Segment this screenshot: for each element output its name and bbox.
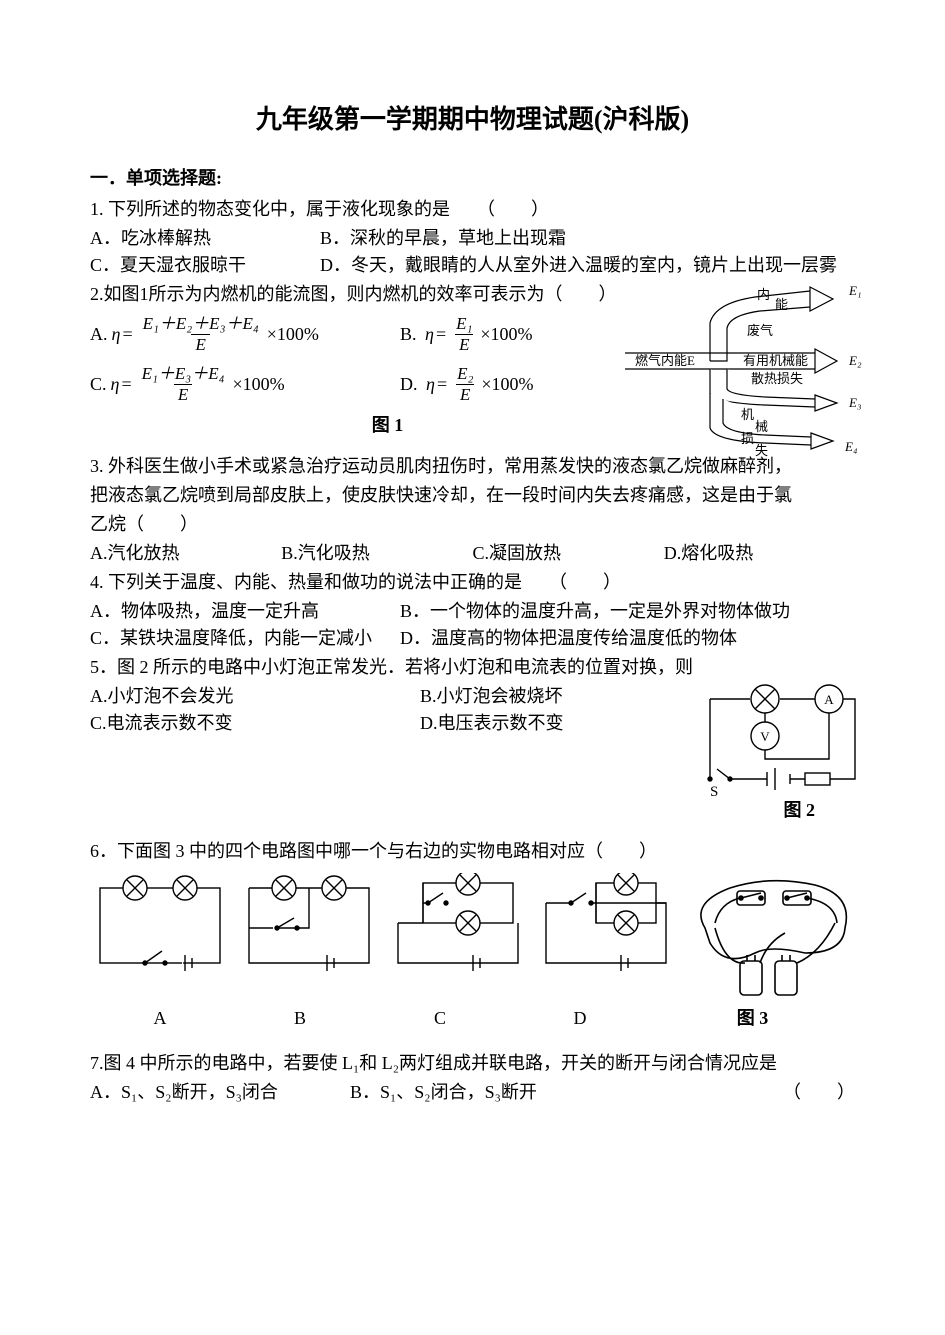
diagram-label-waste: 废气 <box>747 323 773 338</box>
q3-line2: 把液态氯乙烷喷到局部皮肤上，使皮肤快速冷却，在一段时间内失去疼痛感，这是由于氯 <box>90 482 855 509</box>
q4-stem: 4. 下列关于温度、内能、热量和做功的说法中正确的是 （ ） <box>90 569 855 596</box>
q7-stem: 7.图 4 中所示的电路中，若要使 L₁和 L₂两灯组成并联电路，开关的断开与闭… <box>90 1050 855 1077</box>
q2-opt-d-den: E <box>456 384 474 405</box>
q2-opt-a-tail: ×100% <box>267 321 319 348</box>
q1-opt-b: B．深秋的早晨，草地上出现霜 <box>320 225 740 252</box>
q2-opt-a-num: E₁＋E₂＋E₃＋E₄ <box>139 314 263 334</box>
diagram-e4: E₄ <box>844 439 858 454</box>
q2-opt-c-tail: ×100% <box>233 371 285 398</box>
diagram-label-mech1: 机 <box>741 407 754 422</box>
q1-opt-a: A．吃冰棒解热 <box>90 225 320 252</box>
diagram-e2: E₂ <box>848 353 862 368</box>
physical-circuit-icon <box>685 873 855 1003</box>
q2-opt-d-num: E₂ <box>453 364 477 384</box>
diagram-label-mech2: 械 <box>755 419 768 434</box>
diagram-label-loss2: 失 <box>755 443 768 458</box>
diagram-source-label: 燃气内能E <box>635 353 695 368</box>
diagram-label-loss1: 损 <box>741 431 754 446</box>
section-heading: 一．单项选择题: <box>90 165 855 192</box>
fig3-label: 图 3 <box>650 1005 855 1032</box>
diagram-e3: E₃ <box>848 395 861 410</box>
q3-opt-c: C.凝固放热 <box>473 540 664 567</box>
svg-text:A: A <box>824 692 834 707</box>
q3-opt-b: B.汽化吸热 <box>281 540 472 567</box>
q5-opt-b: B.小灯泡会被烧坏 <box>420 683 563 710</box>
q2-opt-c: C. η = E₁＋E₃＋E₄E ×100% <box>90 364 400 406</box>
q5-opt-a: A.小灯泡不会发光 <box>90 683 420 710</box>
q2-opt-d-tail: ×100% <box>481 371 533 398</box>
q4-opt-b: B．一个物体的温度升高，一定是外界对物体做功 <box>400 598 790 625</box>
q7-opt-b: B．S₁、S₂闭合，S₃断开 <box>350 1079 783 1106</box>
q2-opt-d-label: D. <box>400 371 418 398</box>
svg-text:V: V <box>760 729 770 744</box>
diagram-label-e1-a: 内 <box>757 287 770 302</box>
q7-opt-a: A．S₁、S₂断开，S₃闭合 <box>90 1079 350 1106</box>
q2-opt-b-num: E₁ <box>452 314 476 334</box>
q6-label-b: B <box>230 1005 370 1032</box>
q2-opt-b-den: E <box>455 334 473 355</box>
q1-options-row1: A．吃冰棒解热 B．深秋的早晨，草地上出现霜 <box>90 225 855 252</box>
q2-opt-a: A. η = E₁＋E₂＋E₃＋E₄E ×100% <box>90 314 400 356</box>
q5-opt-d: D.电压表示数不变 <box>420 710 564 737</box>
q1-stem: 1. 下列所述的物态变化中，属于液化现象的是 （ ） <box>90 196 855 223</box>
q4-opt-c: C．某铁块温度降低，内能一定减小 <box>90 625 400 652</box>
q6-labels-row: A B C D 图 3 <box>90 1005 855 1032</box>
circuit-d-icon <box>536 873 676 983</box>
q2-opt-c-den: E <box>174 384 192 405</box>
q4-opt-a: A．物体吸热，温度一定升高 <box>90 598 400 625</box>
q2-opt-a-label: A. <box>90 321 108 348</box>
circuit-a-icon <box>90 873 230 983</box>
q3-opt-a: A.汽化放热 <box>90 540 281 567</box>
circuit-c-icon <box>388 873 528 983</box>
q6-stem: 6．下面图 3 中的四个电路图中哪一个与右边的实物电路相对应（ ） <box>90 838 855 865</box>
q7-paren: （ ） <box>783 1079 855 1106</box>
q6-circuits-row <box>90 873 855 1003</box>
diagram-label-useful: 有用机械能 <box>743 353 808 368</box>
circuit-fig2-icon: A V S <box>695 684 865 834</box>
q3-opt-d: D.熔化吸热 <box>664 540 855 567</box>
circuit-b-icon <box>239 873 379 983</box>
q2-opt-c-label: C. <box>90 371 107 398</box>
q2-opt-c-num: E₁＋E₃＋E₄ <box>138 364 229 384</box>
q5-opt-c: C.电流表示数不变 <box>90 710 420 737</box>
q5-stem: 5．图 2 所示的电路中小灯泡正常发光．若将小灯泡和电流表的位置对换，则 <box>90 654 855 681</box>
q2-opt-b-tail: ×100% <box>480 321 532 348</box>
q6-label-a: A <box>90 1005 230 1032</box>
svg-text:S: S <box>710 784 718 800</box>
q3-line3: 乙烷（ ） <box>90 511 855 538</box>
diagram-e1: E₁ <box>848 283 861 298</box>
diagram-label-e1-b: 能 <box>775 297 788 312</box>
q2-opt-b-label: B. <box>400 321 417 348</box>
q6-label-c: C <box>370 1005 510 1032</box>
energy-flow-diagram-icon: 内 能 E₁ 废气 燃气内能E 有用机械能 E₂ 散热损失 E₃ 机 械 损 失… <box>615 273 875 463</box>
page-title: 九年级第一学期期中物理试题(沪科版) <box>90 100 855 139</box>
diagram-label-heat: 散热损失 <box>751 371 803 386</box>
q4-opt-d: D．温度高的物体把温度传给温度低的物体 <box>400 625 737 652</box>
q2-opt-a-den: E <box>191 334 209 355</box>
q1-opt-c: C．夏天湿衣服晾干 <box>90 252 320 279</box>
q6-label-d: D <box>510 1005 650 1032</box>
